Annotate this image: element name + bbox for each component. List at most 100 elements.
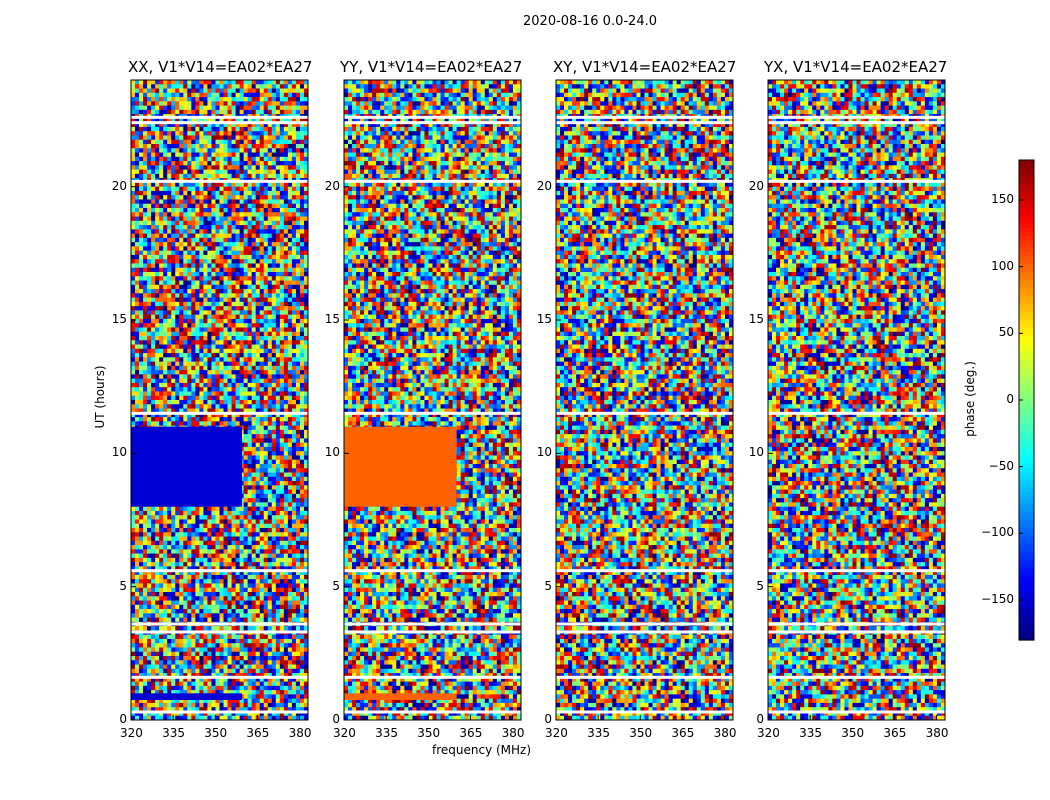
heatmap-cell xyxy=(227,242,233,247)
heatmap-cell xyxy=(271,229,277,235)
heatmap-cell xyxy=(227,331,233,337)
heatmap-cell xyxy=(143,382,148,388)
heatmap-cell xyxy=(235,148,241,154)
heatmap-cell xyxy=(219,242,225,247)
heatmap-cell xyxy=(287,144,293,149)
heatmap-cell xyxy=(243,208,249,213)
heatmap-cell xyxy=(167,242,172,247)
heatmap-cell xyxy=(135,370,140,375)
heatmap-cell xyxy=(131,365,136,371)
heatmap-cell xyxy=(159,506,164,512)
heatmap-cell xyxy=(179,310,184,316)
heatmap-cell xyxy=(251,208,257,213)
heatmap-cell xyxy=(155,272,160,277)
heatmap-cell xyxy=(303,246,309,252)
heatmap-cell xyxy=(235,80,241,85)
heatmap-cell xyxy=(267,353,273,358)
heatmap-cell xyxy=(275,152,281,158)
heatmap-cell xyxy=(183,421,188,427)
heatmap-cell xyxy=(139,289,144,294)
heatmap-cell xyxy=(291,476,297,482)
heatmap-cell xyxy=(179,400,184,405)
heatmap-cell xyxy=(291,357,297,363)
heatmap-cell xyxy=(239,169,245,175)
heatmap-cell xyxy=(139,400,144,405)
heatmap-cell xyxy=(271,165,277,171)
heatmap-cell xyxy=(199,101,204,107)
heatmap-cell xyxy=(211,280,216,286)
heatmap-cell xyxy=(191,97,196,102)
heatmap-cell xyxy=(131,310,136,316)
heatmap-cell xyxy=(279,408,285,414)
heatmap-cell xyxy=(287,314,293,320)
heatmap-cell xyxy=(235,318,241,324)
heatmap-cell xyxy=(191,421,196,427)
heatmap-cell xyxy=(155,549,160,555)
heatmap-cell xyxy=(211,549,216,555)
heatmap-cell xyxy=(251,412,257,418)
heatmap-cell xyxy=(279,225,285,230)
heatmap-cell xyxy=(163,208,168,213)
heatmap-cell xyxy=(131,549,136,555)
heatmap-cell xyxy=(183,246,188,252)
heatmap-cell xyxy=(199,229,204,235)
heatmap-cell xyxy=(255,135,261,141)
heatmap-cell xyxy=(239,144,245,149)
heatmap-cell xyxy=(247,510,253,516)
heatmap-cell xyxy=(243,212,249,218)
heatmap-cell xyxy=(291,152,297,158)
heatmap-cell xyxy=(175,144,180,149)
heatmap-cell xyxy=(283,254,289,260)
heatmap-cell xyxy=(175,216,180,222)
heatmap-cell xyxy=(259,421,265,427)
heatmap-cell xyxy=(227,267,233,273)
heatmap-cell xyxy=(171,161,176,166)
heatmap-cell xyxy=(183,233,188,239)
heatmap-cell xyxy=(271,186,277,192)
heatmap-cell xyxy=(207,263,212,269)
heatmap-cell xyxy=(163,229,168,235)
heatmap-cell xyxy=(231,161,237,166)
heatmap-cell xyxy=(199,378,204,384)
heatmap-cell xyxy=(175,118,180,124)
heatmap-cell xyxy=(171,344,176,350)
heatmap-cell xyxy=(147,225,152,230)
heatmap-cell xyxy=(143,92,148,98)
heatmap-cell xyxy=(167,237,172,243)
heatmap-cell xyxy=(179,250,184,256)
heatmap-cell xyxy=(247,523,253,529)
heatmap-cell xyxy=(303,148,309,154)
heatmap-cell xyxy=(147,532,152,538)
heatmap-cell xyxy=(247,549,253,555)
heatmap-cell xyxy=(299,545,305,550)
heatmap-cell xyxy=(183,92,188,98)
heatmap-cell xyxy=(203,195,208,200)
heatmap-cell xyxy=(259,528,265,533)
heatmap-cell xyxy=(203,199,208,205)
heatmap-cell xyxy=(295,118,301,124)
heatmap-cell xyxy=(167,156,172,162)
heatmap-cell xyxy=(171,84,176,90)
heatmap-cell xyxy=(231,532,237,538)
heatmap-cell xyxy=(151,144,156,149)
heatmap-cell xyxy=(267,391,273,397)
heatmap-cell xyxy=(167,374,172,380)
heatmap-cell xyxy=(219,237,225,243)
heatmap-cell xyxy=(239,80,245,85)
heatmap-cell xyxy=(287,331,293,337)
heatmap-cell xyxy=(147,139,152,145)
heatmap-cell xyxy=(135,545,140,550)
heatmap-cell xyxy=(247,310,253,316)
heatmap-cell xyxy=(259,438,265,444)
heatmap-cell xyxy=(179,131,184,136)
heatmap-cell xyxy=(243,169,249,175)
heatmap-cell xyxy=(271,510,277,516)
heatmap-cell xyxy=(175,336,180,341)
heatmap-cell xyxy=(183,144,188,149)
heatmap-cell xyxy=(215,327,220,333)
heatmap-cell xyxy=(247,318,253,324)
heatmap-cell xyxy=(219,144,225,149)
heatmap-cell xyxy=(143,259,148,264)
heatmap-cell xyxy=(199,340,204,346)
heatmap-cell xyxy=(263,506,269,512)
